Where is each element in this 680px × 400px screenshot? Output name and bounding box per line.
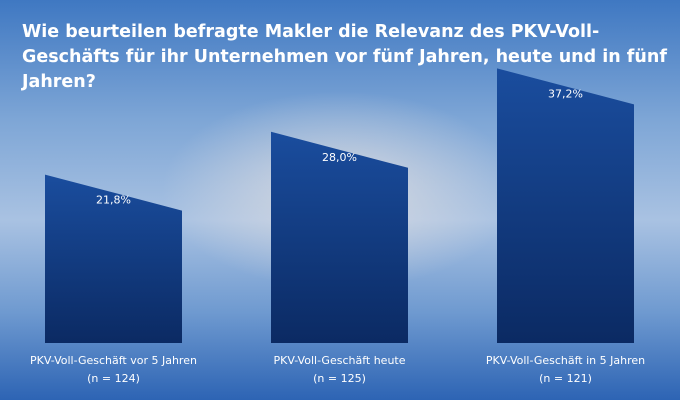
bar: [497, 68, 634, 343]
x-tick-note: (n = 125): [313, 372, 366, 385]
x-tick-note: (n = 121): [539, 372, 592, 385]
value-label: 21,8%: [96, 194, 131, 207]
x-tick-label: PKV-Voll-Geschäft vor 5 Jahren: [30, 354, 197, 367]
value-label: 28,0%: [322, 151, 357, 164]
x-tick-note: (n = 124): [87, 372, 140, 385]
bar: [45, 174, 182, 343]
value-label: 37,2%: [548, 87, 583, 100]
x-tick-label: PKV-Voll-Geschäft in 5 Jahren: [486, 354, 645, 367]
x-tick-label: PKV-Voll-Geschäft heute: [274, 354, 406, 367]
bar: [271, 131, 408, 343]
chart-title: Wie beurteilen befragte Makler die Relev…: [22, 22, 667, 92]
